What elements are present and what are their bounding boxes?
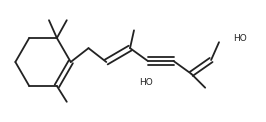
Text: HO: HO — [233, 34, 247, 43]
Text: HO: HO — [139, 78, 153, 87]
